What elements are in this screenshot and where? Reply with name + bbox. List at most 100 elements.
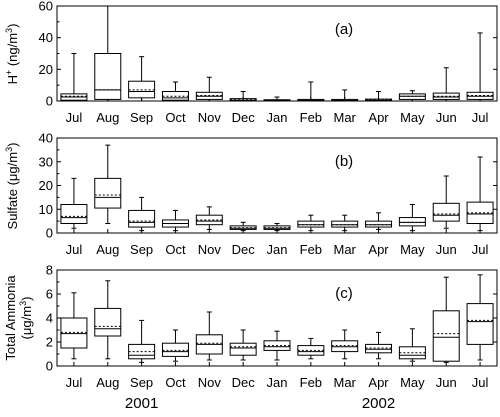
x-tick-label: Feb bbox=[300, 375, 322, 390]
x-tick-label: Jan bbox=[267, 242, 288, 257]
panel-label: (a) bbox=[335, 21, 353, 38]
iqr-box bbox=[331, 340, 359, 353]
year-label: 2002 bbox=[362, 395, 395, 412]
panel-3: 0 2 4 6 8 Jul Aug Sep Oct Nov Dec Jan Feb Mar Apr May Ju… bbox=[46, 263, 498, 390]
box-2-12 bbox=[432, 175, 460, 229]
ylabel-mu: μ bbox=[19, 328, 34, 336]
y-tick-label: 2 bbox=[46, 335, 53, 350]
x-tick-label: Jul bbox=[472, 110, 489, 125]
x-tick-label: Sep bbox=[130, 110, 153, 125]
x-tick-label: May bbox=[400, 110, 425, 125]
y-tick-label: 60 bbox=[39, 0, 53, 14]
ylabel-text: g/m bbox=[5, 152, 20, 174]
x-tick-label: Jan bbox=[267, 375, 288, 390]
panel-label: (b) bbox=[335, 153, 353, 170]
box-2-2 bbox=[94, 144, 122, 224]
ylabel-mu: μ bbox=[5, 174, 20, 182]
box-3-8 bbox=[297, 337, 325, 360]
x-tick-label: Nov bbox=[198, 242, 222, 257]
box-1-11 bbox=[398, 90, 426, 102]
box-2-11 bbox=[398, 204, 426, 232]
iqr-box bbox=[432, 202, 460, 222]
box-2-7 bbox=[263, 223, 291, 232]
iqr-box bbox=[398, 217, 426, 227]
x-tick-label: Dec bbox=[232, 242, 256, 257]
ylabel-text: ) bbox=[19, 297, 34, 301]
iqr-box bbox=[432, 310, 460, 362]
iqr-box bbox=[94, 177, 122, 209]
x-tick-label: Jul bbox=[66, 242, 83, 257]
ylabel-superscript: + bbox=[4, 70, 14, 75]
iqr-box bbox=[466, 303, 494, 345]
y-axis-label-c-line2: (μg/m3) bbox=[18, 297, 34, 340]
y-axis-label-c-line1: Total Ammonia bbox=[3, 275, 18, 361]
x-tick-label: May bbox=[400, 242, 425, 257]
iqr-box bbox=[128, 209, 156, 228]
plot-frame bbox=[56, 5, 498, 102]
ylabel-text: g/m bbox=[19, 306, 34, 328]
x-tick-label: Aug bbox=[96, 375, 119, 390]
box-2-8 bbox=[297, 214, 325, 232]
x-tick-label: May bbox=[400, 375, 425, 390]
x-tick-label: Sep bbox=[130, 242, 153, 257]
iqr-box bbox=[94, 307, 122, 337]
x-tick-label: Jun bbox=[436, 110, 457, 125]
y-tick-label: 0 bbox=[46, 359, 53, 374]
y-tick-label: 0 bbox=[46, 94, 53, 109]
box-2-4 bbox=[161, 209, 189, 232]
x-tick-label: Dec bbox=[232, 375, 256, 390]
box-2-6 bbox=[229, 221, 257, 232]
box-1-13 bbox=[466, 32, 494, 102]
x-tick-label: Jan bbox=[267, 110, 288, 125]
box-3-2 bbox=[94, 280, 122, 360]
y-tick-label: 30 bbox=[39, 154, 53, 169]
y-tick-label: 4 bbox=[46, 311, 53, 326]
ylabel-text: (ng/m bbox=[5, 33, 20, 70]
y-tick-label: 6 bbox=[46, 287, 53, 302]
box-1-8 bbox=[297, 81, 325, 102]
y-tick-label: 0 bbox=[46, 226, 53, 241]
x-tick-label: Jun bbox=[436, 242, 457, 257]
x-tick-label: Oct bbox=[165, 242, 186, 257]
ylabel-text: ( bbox=[19, 334, 34, 339]
panel-2: 0 10 20 30 40 Jul Aug Sep Oct Nov Dec Jan Feb Mar Apr M… bbox=[39, 131, 498, 257]
box-3-9 bbox=[331, 329, 359, 360]
ylabel-text: Sulfate ( bbox=[5, 180, 20, 229]
box-3-6 bbox=[229, 329, 257, 361]
box-1-6 bbox=[229, 91, 257, 102]
iqr-box bbox=[60, 204, 88, 224]
x-tick-label: Jun bbox=[436, 375, 457, 390]
x-tick-label: Aug bbox=[96, 242, 119, 257]
y-tick-label: 40 bbox=[39, 30, 53, 45]
x-tick-label: Jul bbox=[472, 375, 489, 390]
box-3-10 bbox=[365, 331, 393, 360]
box-1-10 bbox=[365, 91, 393, 102]
y-tick-label: 20 bbox=[39, 178, 53, 193]
x-tick-label: Apr bbox=[368, 242, 389, 257]
box-2-3 bbox=[128, 196, 156, 232]
box-1-2 bbox=[94, 5, 122, 102]
x-tick-label: Oct bbox=[165, 375, 186, 390]
ylabel-superscript: 3 bbox=[4, 147, 14, 152]
x-tick-label: Sep bbox=[130, 375, 153, 390]
panel-1: 0 20 40 60 Jul Aug Sep Oct Nov Dec Jan Feb Mar Apr May… bbox=[39, 0, 498, 125]
iqr-box bbox=[161, 342, 189, 357]
box-2-1 bbox=[60, 177, 88, 229]
x-tick-label: Oct bbox=[165, 110, 186, 125]
box-1-7 bbox=[263, 96, 291, 102]
iqr-box bbox=[331, 220, 359, 228]
box-2-13 bbox=[466, 156, 494, 232]
x-tick-label: Jul bbox=[66, 375, 83, 390]
box-1-1 bbox=[60, 53, 88, 102]
box-3-4 bbox=[161, 329, 189, 362]
x-tick-label: Jul bbox=[66, 110, 83, 125]
box-2-5 bbox=[195, 206, 223, 230]
panel-label: (c) bbox=[335, 285, 353, 302]
ylabel-text: H bbox=[5, 75, 20, 84]
box-3-12 bbox=[432, 276, 460, 363]
box-1-9 bbox=[331, 89, 359, 102]
x-tick-label: Mar bbox=[333, 242, 356, 257]
y-axis-label-a: H+ (ng/m3) bbox=[4, 24, 20, 85]
x-tick-label: Mar bbox=[333, 375, 356, 390]
